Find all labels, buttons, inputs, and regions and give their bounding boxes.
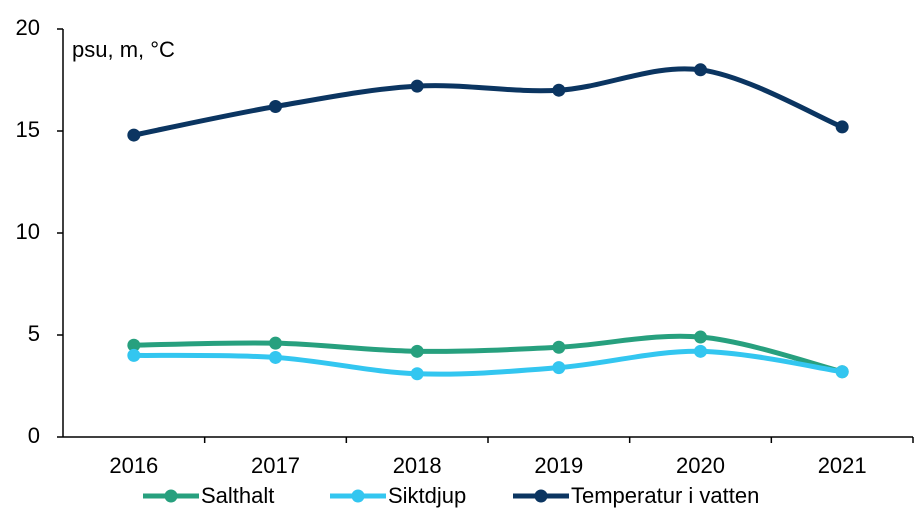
legend-marker — [534, 489, 548, 503]
point — [127, 128, 141, 142]
series-line — [131, 66, 845, 138]
series-line — [131, 348, 845, 377]
point — [694, 330, 707, 344]
annotation: psu, m, °C — [72, 37, 175, 62]
point — [410, 344, 424, 358]
x-tick-label: 2021 — [818, 453, 867, 478]
point — [269, 350, 282, 364]
point — [127, 348, 141, 362]
point — [552, 83, 566, 97]
point — [835, 120, 849, 134]
legend-label: Siktdjup — [388, 483, 466, 508]
x-tick-label: 2017 — [251, 453, 300, 478]
y-tick-label: 0 — [28, 423, 40, 448]
point — [552, 340, 566, 354]
legend-label: Temperatur i vatten — [571, 483, 759, 508]
y-tick-label: 10 — [16, 219, 40, 244]
x-tick-label: 2018 — [393, 453, 442, 478]
legend-label: Salthalt — [201, 483, 274, 508]
point — [410, 367, 424, 381]
point — [410, 79, 424, 93]
y-tick-label: 20 — [16, 15, 40, 40]
point — [552, 361, 566, 375]
y-tick-label: 5 — [28, 321, 40, 346]
legend-marker — [351, 489, 365, 503]
series-line — [131, 333, 845, 375]
point — [694, 63, 707, 77]
x-tick-label: 2019 — [534, 453, 583, 478]
y-tick-label: 15 — [16, 117, 40, 142]
legend-marker — [164, 489, 178, 503]
point — [694, 344, 707, 358]
x-tick-label: 2016 — [109, 453, 158, 478]
x-tick-label: 2020 — [676, 453, 725, 478]
point — [127, 338, 141, 352]
point — [269, 100, 282, 114]
point — [835, 365, 849, 379]
point — [269, 336, 282, 350]
